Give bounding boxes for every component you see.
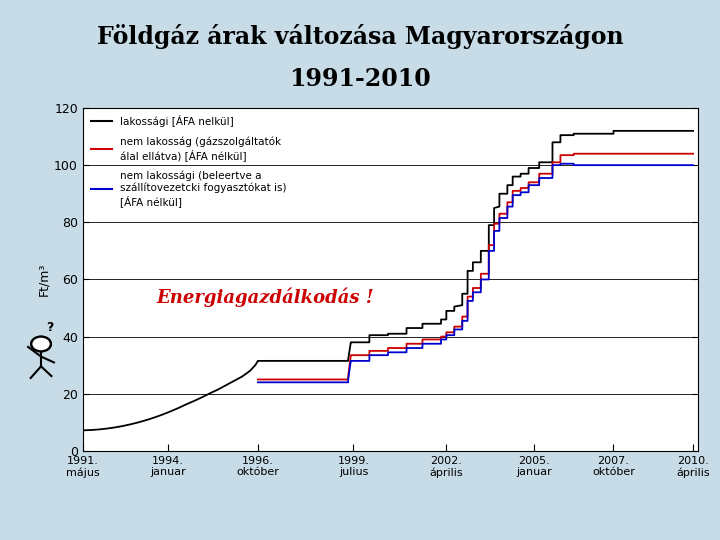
Text: ?: ? <box>46 321 53 334</box>
Legend: lakossági [ÁFA nelkül], nem lakosság (gázszolgáltatók
álal ellátva) [ÁFA nélkül]: lakossági [ÁFA nelkül], nem lakosság (gá… <box>91 115 287 207</box>
Circle shape <box>31 336 51 352</box>
Text: Energiagazdálkodás !: Energiagazdálkodás ! <box>157 288 374 307</box>
Text: Földgáz árak változása Magyarországon: Földgáz árak változása Magyarországon <box>96 24 624 49</box>
Y-axis label: Ft/m³: Ft/m³ <box>37 263 50 296</box>
Circle shape <box>32 337 50 351</box>
Text: 1991-2010: 1991-2010 <box>289 68 431 91</box>
